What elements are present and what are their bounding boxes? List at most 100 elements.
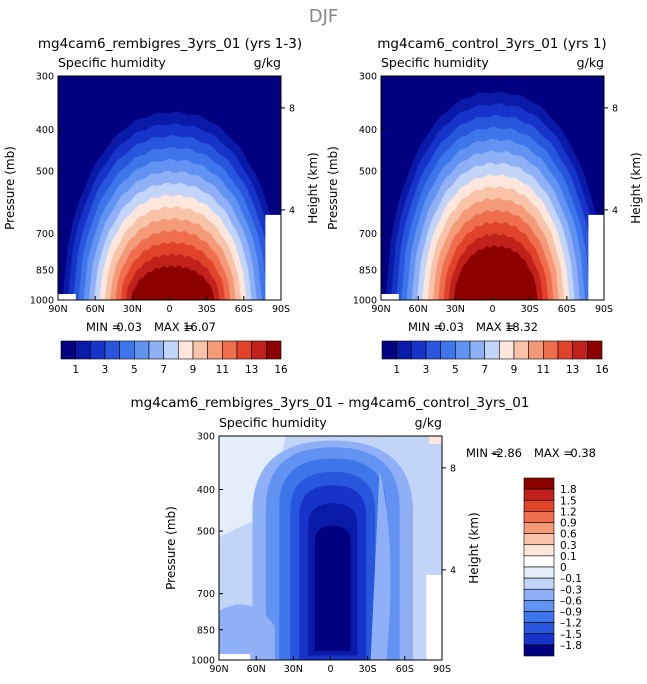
y-tick-label: 300 [197, 432, 215, 443]
colorbar-swatch [523, 544, 555, 557]
max-label: MAX = [154, 320, 193, 334]
colorbar-swatch [523, 511, 555, 523]
y2-tick-label: 4 [612, 205, 618, 216]
colorbar-swatch [523, 633, 555, 646]
max-label: MAX = [534, 446, 573, 460]
x-tick-label: 90N [48, 304, 67, 315]
figure-title: DJF [309, 6, 339, 27]
y-tick-label: 1000 [191, 656, 215, 667]
colorbar-label: 0.9 [560, 518, 577, 530]
x-tick-label: 0 [166, 304, 172, 315]
colorbar-swatch [484, 340, 500, 360]
colorbar-swatch [523, 488, 555, 501]
colorbar-swatch [528, 340, 544, 360]
x-tick-label: 30N [446, 304, 465, 315]
x-tick-label: 60S [396, 664, 414, 675]
colorbar-swatch [455, 340, 471, 360]
y-tick-label: 400 [197, 485, 215, 496]
colorbar-label: –0.9 [560, 607, 582, 619]
colorbar-label: 1.2 [560, 506, 577, 518]
colorbar-label: 0 [560, 562, 567, 574]
y-tick-label: 300 [36, 72, 54, 83]
min-value: –2.86 [491, 446, 522, 460]
y2-tick-label: 8 [289, 103, 295, 114]
max-value: 0.38 [570, 446, 596, 460]
contour-fill-level [219, 604, 275, 660]
colorbar-swatch [163, 340, 179, 360]
y-tick-label: 700 [359, 229, 377, 240]
y-tick-label: 400 [359, 125, 377, 136]
x-tick-label: 0 [489, 304, 495, 315]
colorbar-swatch [499, 340, 515, 360]
colorbar-swatch [557, 340, 573, 360]
y-tick-label: 850 [197, 625, 215, 636]
y-tick-label: 400 [36, 125, 54, 136]
y-tick-label: 500 [359, 167, 377, 178]
x-tick-label: 90N [371, 304, 390, 315]
x-tick-label: 90S [433, 664, 451, 675]
x-tick-label: 30S [198, 304, 216, 315]
colorbar-label: 11 [537, 364, 550, 376]
colorbar-swatch [222, 340, 238, 360]
y-axis-label: Pressure (mb) [3, 146, 17, 230]
x-tick-label: 60N [86, 304, 105, 315]
colorbar-swatch [523, 600, 555, 612]
max-label: MAX = [476, 320, 515, 334]
colorbar-label: 16 [595, 364, 609, 376]
variable-label: Specific humidity [58, 55, 166, 70]
colorbar-label: –1.2 [560, 618, 582, 630]
colorbar-label: 9 [190, 364, 197, 376]
units-label: g/kg [254, 55, 281, 70]
y-tick-label: 700 [36, 229, 54, 240]
x-tick-label: 30N [123, 304, 142, 315]
panel-title: mg4cam6_rembigres_3yrs_01 (yrs 1-3) [38, 36, 302, 52]
units-label: g/kg [415, 415, 442, 430]
y-tick-label: 700 [197, 589, 215, 600]
plot-area-panel-1 [58, 76, 281, 300]
x-tick-label: 60N [409, 304, 428, 315]
x-tick-label: 0 [327, 664, 333, 675]
surface-mask [588, 214, 604, 300]
min-value: 0.03 [116, 320, 142, 334]
surface-mask [219, 654, 251, 660]
x-tick-label: 30N [284, 664, 303, 675]
contour-fill-level [428, 436, 442, 444]
max-value: 18.32 [505, 320, 538, 334]
colorbar-swatch [572, 340, 588, 360]
y2-tick-label: 4 [289, 205, 295, 216]
colorbar-swatch [381, 340, 397, 360]
x-tick-label: 90S [272, 304, 290, 315]
panel-title: mg4cam6_control_3yrs_01 (yrs 1) [377, 36, 606, 52]
plot-area-panel-2 [381, 76, 604, 300]
colorbar-label: 1.5 [560, 495, 577, 507]
colorbar-swatch [60, 340, 76, 360]
variable-label: Specific humidity [219, 415, 327, 430]
x-tick-label: 60N [247, 664, 266, 675]
colorbar-swatch [523, 566, 555, 579]
y2-tick-label: 8 [612, 103, 618, 114]
colorbar-swatch [587, 340, 603, 360]
colorbar-label: 3 [423, 364, 430, 376]
colorbar-swatch [90, 340, 106, 360]
y2-axis-label: Height (km) [306, 152, 320, 223]
colorbar-swatch [523, 622, 555, 635]
x-tick-label: 30S [521, 304, 539, 315]
colorbar-swatch [523, 644, 555, 657]
y-tick-label: 300 [359, 72, 377, 83]
colorbar-swatch [75, 340, 91, 360]
colorbar-label: –1.8 [560, 640, 582, 652]
colorbar-swatch [523, 533, 555, 546]
y2-axis-label: Height (km) [467, 512, 481, 583]
colorbar-label: 5 [131, 364, 138, 376]
colorbar-swatch [543, 340, 559, 360]
colorbar-swatch [523, 522, 555, 534]
colorbar-label: 13 [566, 364, 579, 376]
colorbar-swatch [425, 340, 441, 360]
colorbar-label: –0.6 [560, 595, 582, 607]
colorbar-label: 1 [393, 364, 400, 376]
colorbar-label: –1.5 [560, 629, 582, 641]
variable-label: Specific humidity [381, 55, 489, 70]
y-tick-label: 850 [359, 265, 377, 276]
min-label: MIN = [466, 446, 501, 460]
